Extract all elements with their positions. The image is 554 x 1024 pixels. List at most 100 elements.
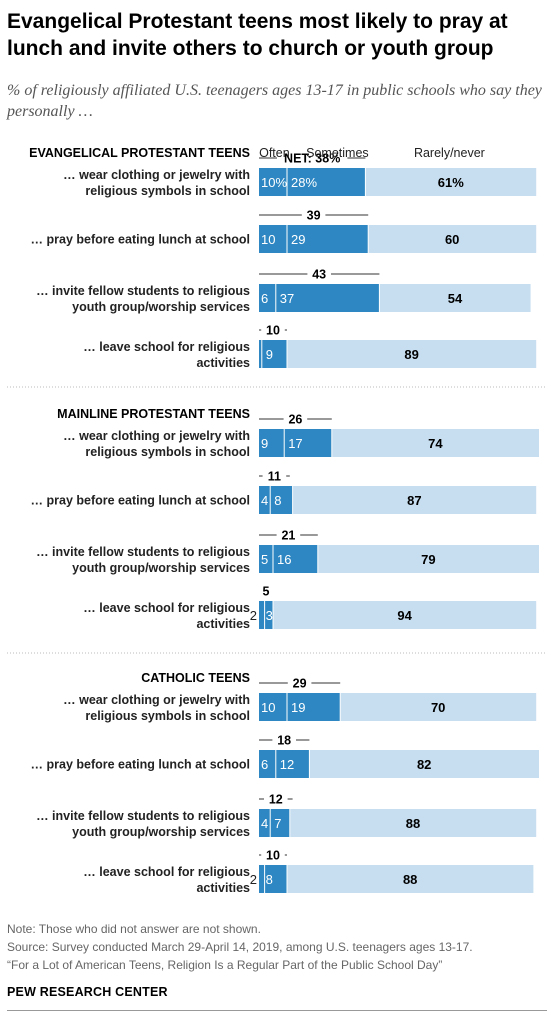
rarely-value-label: 88 (406, 816, 420, 831)
sometimes-value-label: 3 (266, 608, 273, 623)
row-label: youth group/worship services (72, 300, 250, 314)
rarely-value-label: 94 (397, 608, 412, 623)
bar-often (259, 545, 273, 573)
legend-rarely-never: Rarely/never (414, 146, 485, 160)
rarely-value-label: 61% (438, 175, 464, 190)
often-value-label: 10 (261, 700, 275, 715)
rarely-value-label: 54 (448, 291, 463, 306)
net-value-label: 29 (293, 677, 307, 691)
row-label: … wear clothing or jewelry with (63, 168, 250, 182)
row-label: activities (196, 617, 250, 631)
sometimes-value-label: 16 (277, 552, 291, 567)
row-label: … leave school for religious (83, 340, 250, 354)
bar-rarely-never (292, 486, 537, 514)
sometimes-value-label: 37 (280, 291, 294, 306)
often-value-label: 6 (261, 291, 268, 306)
bottom-divider (7, 1010, 547, 1011)
often-value-label: 4 (261, 493, 268, 508)
report-citation: “For a Lot of American Teens, Religion I… (7, 958, 443, 972)
rarely-value-label: 70 (431, 700, 445, 715)
sometimes-value-label: 29 (291, 232, 305, 247)
row-label: … wear clothing or jewelry with (63, 693, 250, 707)
bar-sometimes (284, 429, 332, 457)
row-label: activities (196, 356, 250, 370)
bar-sometimes (264, 865, 287, 893)
bar-often (259, 601, 265, 629)
net-value-label: 39 (307, 209, 321, 223)
bar-rarely-never (365, 168, 537, 196)
bar-rarely-never (287, 865, 534, 893)
bar-sometimes (287, 225, 369, 253)
sometimes-value-label: 28% (291, 175, 317, 190)
often-value-label: 4 (261, 816, 268, 831)
chart-subtitle: % of religiously affiliated U.S. teenage… (7, 82, 542, 120)
net-value-label: 5 (263, 585, 270, 599)
bar-rarely-never (273, 601, 537, 629)
row-label: … invite fellow students to religious (36, 809, 250, 823)
bar-often (259, 429, 285, 457)
sometimes-value-label: 12 (280, 757, 294, 772)
bar-often (259, 225, 287, 253)
source-note: Source: Survey conducted March 29-April … (7, 940, 473, 954)
bar-often (259, 340, 262, 368)
sometimes-value-label: 7 (274, 816, 281, 831)
often-value-label: 2 (250, 872, 257, 887)
row-label: … leave school for religious (83, 601, 250, 615)
row-label: youth group/worship services (72, 561, 250, 575)
bar-sometimes (287, 168, 366, 196)
bar-sometimes (287, 693, 341, 721)
net-value-label: 11 (268, 470, 281, 484)
rarely-value-label: 60 (445, 232, 459, 247)
bar-sometimes (275, 750, 310, 778)
net-value-label: 26 (288, 413, 302, 427)
bar-sometimes (273, 545, 318, 573)
rarely-value-label: 79 (421, 552, 435, 567)
sometimes-value-label: 8 (266, 872, 273, 887)
net-value-label: 43 (312, 268, 326, 282)
bar-rarely-never (289, 809, 537, 837)
bar-often (259, 168, 287, 196)
rarely-value-label: 88 (403, 872, 417, 887)
stacked-bar-chart: EVANGELICAL PROTESTANT TEENS … wear cloth… (7, 146, 547, 895)
sometimes-value-label: 8 (274, 493, 281, 508)
bar-sometimes (275, 284, 380, 312)
often-value-label: 5 (261, 552, 268, 567)
net-value-label: 10 (266, 324, 280, 338)
bar-sometimes (270, 486, 293, 514)
bar-rarely-never (287, 340, 537, 368)
row-label: religious symbols in school (85, 709, 250, 723)
bar-rarely-never (368, 225, 537, 253)
group-header: EVANGELICAL PROTESTANT TEENS (29, 146, 250, 160)
chart-title: Evangelical Protestant teens most likely… (7, 10, 508, 60)
group-header: CATHOLIC TEENS (141, 671, 250, 685)
net-value-label: 10 (266, 849, 280, 863)
sometimes-value-label: 19 (291, 700, 305, 715)
row-label: … pray before eating lunch at school (31, 233, 250, 247)
bar-often (259, 284, 276, 312)
row-label: religious symbols in school (85, 184, 250, 198)
bar-often (259, 865, 265, 893)
often-value-label: 6 (261, 757, 268, 772)
rarely-value-label: 82 (417, 757, 431, 772)
bar-sometimes (261, 340, 287, 368)
rarely-value-label: 74 (428, 436, 443, 451)
row-label: religious symbols in school (85, 445, 250, 459)
often-value-label: 2 (250, 608, 257, 623)
bar-rarely-never (379, 284, 531, 312)
rarely-value-label: 89 (404, 347, 418, 362)
row-label: … pray before eating lunch at school (31, 494, 250, 508)
often-value-label: 10 (261, 232, 275, 247)
bar-often (259, 809, 271, 837)
bar-rarely-never (309, 750, 539, 778)
group-header: MAINLINE PROTESTANT TEENS (57, 407, 250, 421)
net-value-label: NET: 38% (284, 152, 340, 166)
row-label: … pray before eating lunch at school (31, 758, 250, 772)
row-label: … invite fellow students to religious (36, 545, 250, 559)
bar-often (259, 693, 287, 721)
often-value-label: 9 (261, 436, 268, 451)
bar-sometimes (264, 601, 273, 629)
legend-sometimes: Sometimes (306, 146, 369, 160)
bar-often (259, 486, 271, 514)
net-value-label: 12 (269, 793, 283, 807)
footnote: Note: Those who did not answer are not s… (7, 922, 261, 936)
